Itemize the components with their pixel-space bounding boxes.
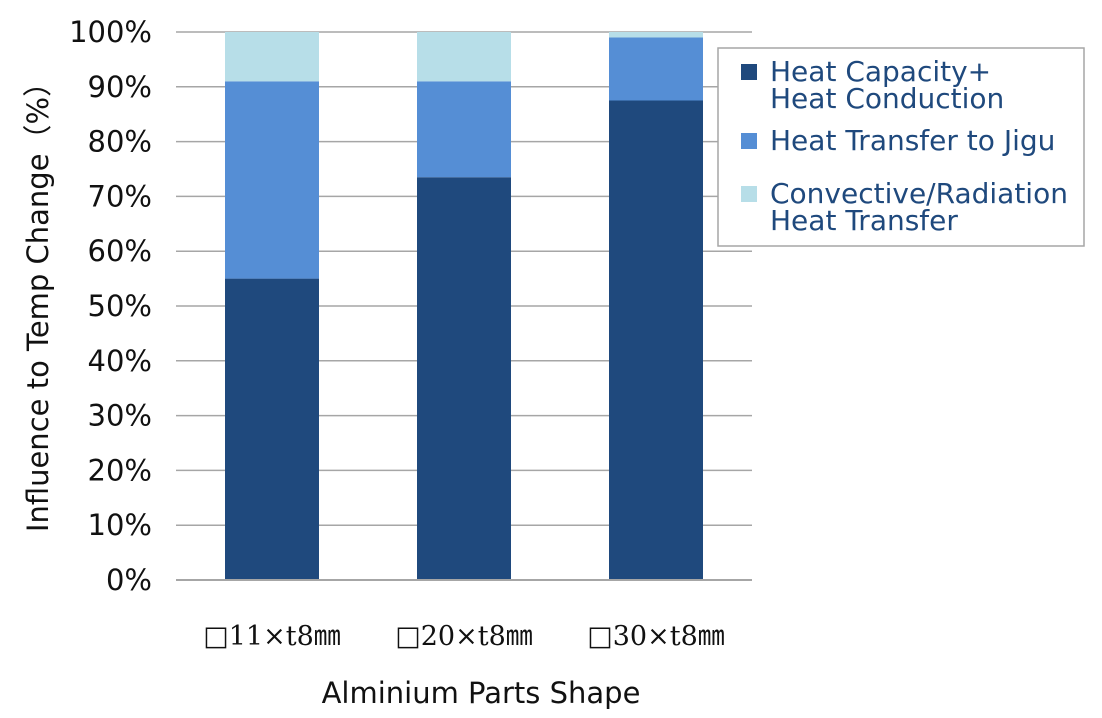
x-category-label: □11×t8㎜ [203, 621, 341, 652]
bar-segment-1-cat-1 [225, 278, 319, 580]
bar-segment-3-cat-2 [417, 32, 511, 82]
y-tick-label: 40% [88, 344, 152, 378]
y-axis-title: Influence to Temp Change（%） [21, 68, 55, 532]
bar-segment-2-cat-1 [225, 81, 319, 279]
legend: Heat Capacity+Heat Conduction Heat Transf… [717, 47, 1085, 247]
bars [225, 32, 703, 580]
bar-segment-3-cat-3 [609, 32, 703, 38]
legend-label: Heat Conduction [770, 82, 1004, 115]
legend-box [717, 47, 1085, 247]
y-tick-label: 50% [88, 289, 152, 323]
y-tick-label: 30% [88, 399, 152, 433]
y-tick-label: 0% [106, 563, 152, 597]
legend-label: Heat Transfer to Jigu [770, 124, 1055, 157]
y-tick-label: 80% [88, 125, 152, 159]
bar-segment-1-cat-2 [417, 177, 511, 580]
legend-swatch [741, 133, 757, 149]
legend-label: Heat Capacity+ [770, 55, 991, 88]
legend-label: Heat Transfer [770, 204, 958, 237]
y-tick-label: 90% [88, 70, 152, 104]
x-category-label: □30×t8㎜ [587, 621, 725, 652]
legend-swatch [741, 64, 757, 80]
y-tick-label: 10% [88, 508, 152, 542]
bar-segment-3-cat-1 [225, 32, 319, 82]
y-axis-tick-labels: 0% 10% 20% 30% 40% 50% 60% 70% 80% 90% 100% [69, 15, 152, 597]
y-tick-label: 60% [88, 234, 152, 268]
bar-segment-1-cat-3 [609, 100, 703, 580]
x-axis-title: Alminium Parts Shape [322, 676, 641, 710]
bar-segment-2-cat-2 [417, 81, 511, 178]
y-tick-label: 20% [88, 453, 152, 487]
legend-label: Convective/Radiation [770, 177, 1068, 210]
y-tick-label: 100% [69, 15, 152, 49]
y-tick-label: 70% [88, 179, 152, 213]
legend-swatch [741, 186, 757, 202]
bar-segment-2-cat-3 [609, 37, 703, 101]
x-category-label: □20×t8㎜ [395, 621, 533, 652]
x-axis-category-labels: □11×t8㎜ □20×t8㎜ □30×t8㎜ [203, 621, 725, 652]
